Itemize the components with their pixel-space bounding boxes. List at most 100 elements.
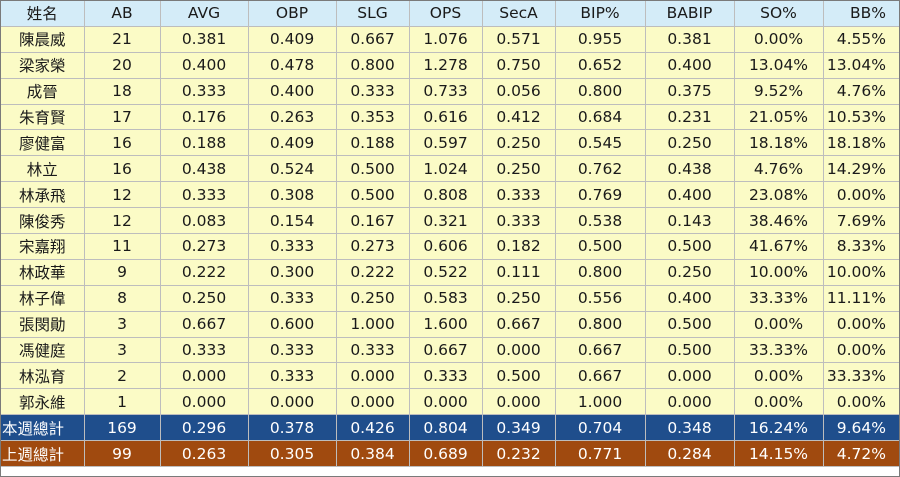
total-cell-ab: 99 (84, 440, 161, 468)
cell-seca: 0.333 (482, 181, 556, 209)
cell-bip-pct: 1.000 (555, 388, 646, 416)
cell-so-pct: 18.18% (734, 129, 824, 157)
cell-bb-pct: 4.55% (823, 26, 899, 53)
cell-name: 馮健庭 (1, 337, 85, 364)
cell-bip-pct: 0.684 (555, 104, 646, 131)
cell-ab: 17 (84, 104, 161, 131)
cell-name: 陳俊秀 (1, 207, 85, 235)
cell-bb-pct: 13.04% (823, 52, 899, 79)
cell-ops: 1.024 (409, 155, 483, 183)
header-so-pct: SO% (734, 1, 824, 27)
cell-name: 陳晨威 (1, 26, 85, 53)
cell-bip-pct: 0.538 (555, 207, 646, 235)
cell-ops: 0.733 (409, 78, 483, 105)
header-name: 姓名 (1, 1, 85, 27)
cell-ops: 1.278 (409, 52, 483, 79)
cell-seca: 0.500 (482, 362, 556, 390)
cell-bb-pct: 0.00% (823, 181, 899, 209)
cell-ops: 0.667 (409, 337, 483, 364)
cell-ops: 0.606 (409, 233, 483, 260)
cell-so-pct: 23.08% (734, 181, 824, 209)
cell-so-pct: 33.33% (734, 285, 824, 312)
cell-so-pct: 38.46% (734, 207, 824, 235)
total-cell-so-pct: 14.15% (734, 440, 824, 468)
cell-avg: 0.400 (160, 52, 249, 79)
cell-seca: 0.250 (482, 155, 556, 183)
header-babip: BABIP (645, 1, 735, 27)
cell-babip: 0.143 (645, 207, 735, 235)
cell-ops: 0.616 (409, 104, 483, 131)
table-row: 林泓育 2 0.000 0.333 0.000 0.333 0.500 0.667 0.000 0… (1, 362, 899, 390)
cell-so-pct: 21.05% (734, 104, 824, 131)
cell-bb-pct: 7.69% (823, 207, 899, 235)
cell-obp: 0.524 (248, 155, 337, 183)
cell-bb-pct: 4.76% (823, 78, 899, 105)
total-cell-bip-pct: 0.704 (555, 414, 646, 442)
cell-so-pct: 10.00% (734, 259, 824, 286)
cell-slg: 0.000 (336, 388, 410, 416)
last-week-total-row: 上週總計 99 0.263 0.305 0.384 0.689 0.232 0.771 0.28… (1, 440, 899, 468)
cell-seca: 0.250 (482, 129, 556, 157)
cell-name: 張閔勛 (1, 311, 85, 338)
total-cell-slg: 0.384 (336, 440, 410, 468)
cell-name: 梁家榮 (1, 52, 85, 79)
total-cell-ops: 0.804 (409, 414, 483, 442)
cell-seca: 0.750 (482, 52, 556, 79)
cell-obp: 0.333 (248, 362, 337, 390)
table-row: 梁家榮 20 0.400 0.478 0.800 1.278 0.750 0.652 0.400… (1, 52, 899, 79)
cell-avg: 0.250 (160, 285, 249, 312)
cell-ab: 20 (84, 52, 161, 79)
cell-obp: 0.409 (248, 129, 337, 157)
cell-seca: 0.000 (482, 337, 556, 364)
total-cell-ab: 169 (84, 414, 161, 442)
cell-slg: 0.167 (336, 207, 410, 235)
header-ops: OPS (409, 1, 483, 27)
cell-avg: 0.667 (160, 311, 249, 338)
cell-bb-pct: 33.33% (823, 362, 899, 390)
table-row: 成晉 18 0.333 0.400 0.333 0.733 0.056 0.800 0.375 9… (1, 78, 899, 105)
cell-avg: 0.273 (160, 233, 249, 260)
cell-ab: 9 (84, 259, 161, 286)
cell-slg: 0.800 (336, 52, 410, 79)
cell-obp: 0.000 (248, 388, 337, 416)
cell-bip-pct: 0.769 (555, 181, 646, 209)
total-cell-avg: 0.263 (160, 440, 249, 468)
cell-bb-pct: 10.00% (823, 259, 899, 286)
cell-babip: 0.375 (645, 78, 735, 105)
cell-avg: 0.083 (160, 207, 249, 235)
cell-seca: 0.111 (482, 259, 556, 286)
cell-bip-pct: 0.800 (555, 78, 646, 105)
cell-name: 林政華 (1, 259, 85, 286)
cell-so-pct: 0.00% (734, 311, 824, 338)
header-seca: SecA (482, 1, 556, 27)
cell-bb-pct: 11.11% (823, 285, 899, 312)
total-cell-name: 上週總計 (1, 440, 85, 468)
cell-ops: 0.321 (409, 207, 483, 235)
cell-bip-pct: 0.500 (555, 233, 646, 260)
cell-slg: 0.333 (336, 337, 410, 364)
cell-name: 成晉 (1, 78, 85, 105)
cell-bip-pct: 0.800 (555, 311, 646, 338)
cell-slg: 0.500 (336, 181, 410, 209)
cell-babip: 0.000 (645, 362, 735, 390)
cell-slg: 0.667 (336, 26, 410, 53)
cell-bip-pct: 0.652 (555, 52, 646, 79)
cell-obp: 0.263 (248, 104, 337, 131)
cell-so-pct: 41.67% (734, 233, 824, 260)
cell-slg: 0.500 (336, 155, 410, 183)
cell-avg: 0.222 (160, 259, 249, 286)
cell-babip: 0.500 (645, 311, 735, 338)
player-rows: 陳晨威 21 0.381 0.409 0.667 1.076 0.571 0.955 0.381… (1, 26, 899, 416)
cell-ops: 0.583 (409, 285, 483, 312)
total-rows: 本週總計 169 0.296 0.378 0.426 0.804 0.349 0.704 0.3… (1, 414, 899, 468)
cell-babip: 0.400 (645, 52, 735, 79)
cell-babip: 0.381 (645, 26, 735, 53)
cell-bb-pct: 0.00% (823, 337, 899, 364)
cell-ops: 0.522 (409, 259, 483, 286)
cell-ab: 21 (84, 26, 161, 53)
cell-seca: 0.333 (482, 207, 556, 235)
cell-name: 宋嘉翔 (1, 233, 85, 260)
table-row: 張閔勛 3 0.667 0.600 1.000 1.600 0.667 0.800 0.500 0… (1, 311, 899, 338)
cell-slg: 0.000 (336, 362, 410, 390)
